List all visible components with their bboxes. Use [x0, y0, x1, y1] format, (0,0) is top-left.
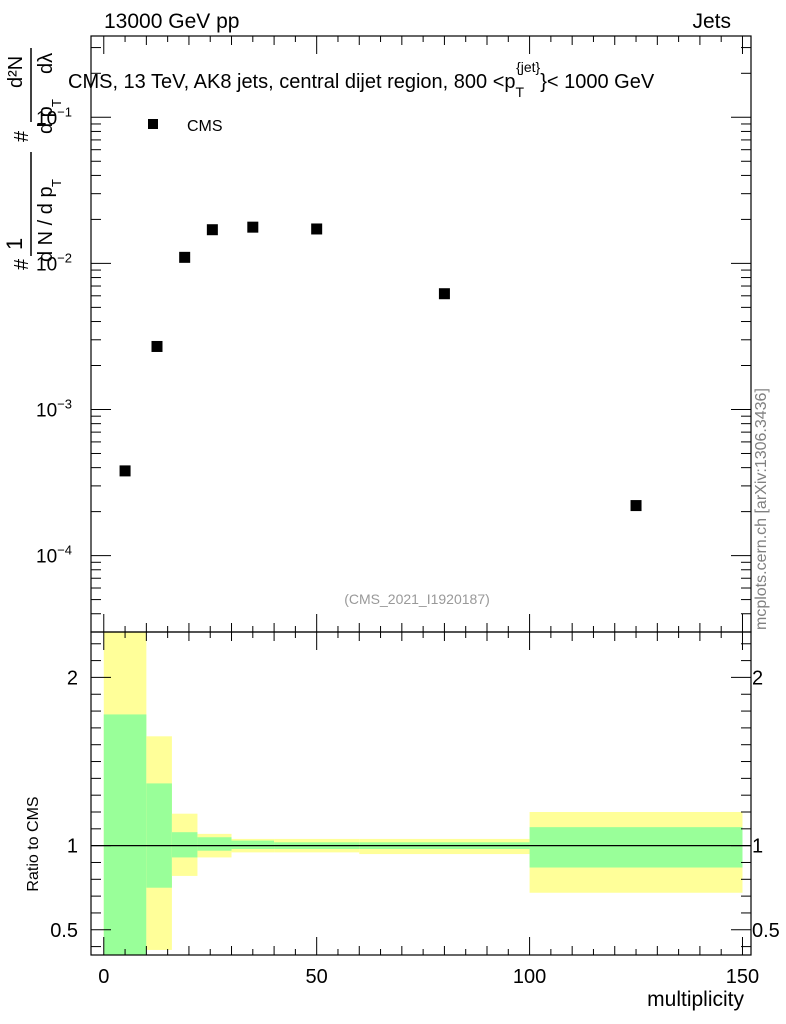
x-tick-label: 0 [98, 966, 109, 988]
x-tick-label: 50 [306, 966, 328, 988]
main-y-axis-label: # 1 d N / d p T # d p T d²N dλ [2, 48, 64, 270]
cms-data-markers [119, 221, 642, 512]
ratio-y-tick-label-left: 0.5 [50, 920, 78, 942]
ratio-y-tick-label-right: 2 [752, 667, 763, 689]
svg-text:#: # [11, 130, 33, 142]
inner-band-bin-7 [529, 827, 743, 868]
category-label: Jets [692, 10, 731, 33]
inner-band-bin-0 [103, 714, 147, 955]
plot-title: CMS, 13 TeV, AK8 jets, central dijet reg… [68, 59, 655, 100]
svg-text:#: # [11, 258, 33, 270]
legend-label: CMS [187, 118, 223, 135]
ratio-panel-frame [90, 631, 752, 956]
side-label: mcplots.cern.ch [arXiv:1306.3436] [753, 388, 770, 630]
svg-text:d N / d p: d N / d p [35, 186, 57, 262]
inner-band-bin-4 [231, 840, 275, 850]
data-point [630, 500, 642, 512]
x-axis-label: multiplicity [647, 988, 744, 1011]
svg-text:1: 1 [2, 238, 27, 250]
data-point [311, 223, 323, 235]
ratio-y-tick-label-left: 1 [67, 836, 78, 858]
x-tick-label: 100 [513, 966, 546, 988]
ratio-panel-ticks: 0.5 0.5 1 1 2 2 [50, 643, 780, 948]
ratio-y-axis-label: Ratio to CMS [25, 796, 42, 891]
data-point [151, 340, 163, 352]
data-point [206, 224, 218, 236]
ratio-y-tick-label-right: 1 [752, 836, 763, 858]
y-tick-label: 10−1 [36, 104, 72, 129]
ratio-uncertainty-bands [103, 632, 743, 955]
energy-label: 13000 GeV pp [104, 10, 239, 33]
inner-band-bin-3 [197, 837, 232, 851]
svg-text:d p: d p [35, 106, 57, 134]
analysis-id: (CMS_2021_I1920187) [344, 591, 490, 607]
y-tick-label: 10−4 [36, 543, 72, 568]
data-point [119, 465, 131, 477]
svg-text:T: T [49, 99, 64, 107]
ratio-y-tick-label-left: 2 [67, 667, 78, 689]
x-tick-label: 150 [726, 966, 759, 988]
svg-text:d²N: d²N [5, 56, 27, 88]
y-tick-label: 10−2 [36, 250, 72, 275]
data-point [438, 288, 450, 300]
svg-text:T: T [49, 179, 64, 187]
legend-marker [148, 119, 158, 129]
data-point [179, 251, 191, 263]
ratio-y-tick-label-right: 0.5 [752, 920, 780, 942]
inner-band-bin-1 [146, 783, 172, 888]
inner-band-bin-2 [171, 832, 198, 858]
data-point [247, 221, 259, 233]
main-panel-ticks: 10−4 10−3 10−2 10−1 0 50 100 150 [36, 36, 759, 988]
svg-text:dλ: dλ [35, 53, 57, 74]
y-tick-label: 10−3 [36, 396, 72, 421]
